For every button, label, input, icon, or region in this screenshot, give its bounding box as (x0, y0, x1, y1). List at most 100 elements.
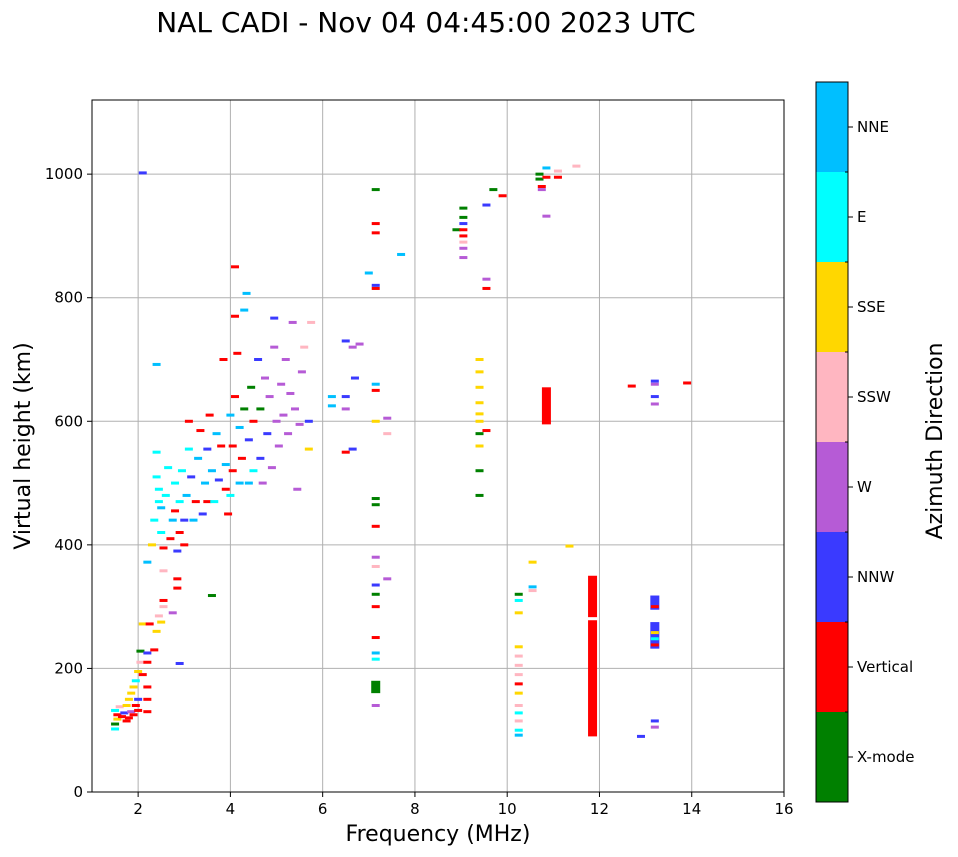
echo-point (371, 283, 380, 287)
echo-point (284, 432, 293, 436)
echo-point (542, 175, 551, 179)
echo-point (650, 637, 659, 641)
echo-point (237, 456, 246, 460)
echo-point (514, 592, 523, 596)
echo-point (113, 717, 122, 721)
echo-point (249, 469, 258, 473)
echo-point (514, 645, 523, 649)
echo-point (187, 475, 196, 479)
echo-point (265, 395, 274, 399)
echo-point (293, 487, 302, 491)
echo-point (136, 660, 145, 664)
echo-point (270, 345, 279, 349)
echo-point (274, 444, 283, 448)
echo-point (459, 222, 468, 226)
echo-point (171, 509, 180, 513)
echo-point (683, 381, 692, 385)
echo-point (304, 447, 313, 451)
echo-point (553, 175, 562, 179)
echo-point (288, 320, 297, 324)
echo-point (371, 555, 380, 559)
echo-point (371, 231, 380, 235)
echo-point (175, 531, 184, 534)
echo-point (157, 506, 166, 510)
echo-point (175, 661, 184, 665)
echo-point (304, 419, 313, 423)
echo-point (371, 657, 380, 661)
echo-point (157, 620, 166, 624)
colorbar-tick-label: E (857, 208, 866, 226)
echo-point (131, 704, 140, 707)
echo-point (514, 673, 523, 677)
echo-point (145, 622, 154, 626)
echo-point (143, 651, 152, 655)
echo-point (482, 286, 491, 290)
echo-segment (588, 620, 598, 737)
echo-point (371, 419, 380, 423)
x-tick-label: 2 (133, 800, 143, 818)
echo-point (210, 500, 219, 504)
echo-point (475, 493, 484, 497)
echo-point (514, 611, 523, 615)
colorbar-tick-label: SSE (857, 298, 886, 316)
echo-point (196, 429, 205, 433)
echo-point (371, 592, 380, 596)
colorbar-tick-label: NNE (857, 118, 889, 136)
y-tick-label: 1000 (45, 165, 83, 183)
data-marks (111, 164, 692, 738)
echo-point (159, 546, 168, 550)
echo-point (150, 648, 159, 652)
echo-segment (588, 575, 598, 618)
echo-point (371, 382, 380, 386)
echo-point (194, 456, 203, 460)
echo-point (226, 413, 235, 417)
echo-point (650, 395, 659, 399)
echo-point (235, 481, 244, 485)
echo-point (240, 308, 249, 312)
echo-point (129, 713, 138, 717)
echo-point (459, 256, 468, 260)
echo-point (191, 500, 200, 504)
echo-point (286, 391, 295, 395)
echo-point (147, 543, 156, 547)
echo-point (371, 605, 380, 609)
echo-point (514, 663, 523, 667)
echo-point (459, 206, 468, 210)
echo-point (152, 450, 161, 454)
echo-point (348, 447, 357, 451)
echo-point (514, 682, 523, 686)
echo-point (514, 691, 523, 695)
colorbar-tick-label: Vertical (857, 658, 913, 676)
echo-point (173, 586, 182, 590)
echo-point (300, 345, 309, 349)
echo-point (514, 598, 523, 602)
echo-point (475, 358, 484, 361)
echo-point (180, 543, 189, 547)
echo-point (565, 544, 574, 548)
echo-point (397, 252, 406, 256)
echo-point (138, 622, 147, 626)
x-tick-label: 6 (318, 800, 328, 818)
colorbar-tick-label: X-mode (857, 748, 914, 766)
echo-point (205, 413, 214, 417)
echo-point (537, 185, 546, 188)
echo-point (228, 469, 237, 473)
echo-point (348, 345, 357, 349)
echo-point (113, 713, 122, 717)
echo-point (452, 228, 461, 232)
echo-point (143, 660, 152, 664)
echo-point (244, 481, 253, 485)
colorbar-tick-label: W (857, 478, 872, 496)
echo-point (231, 395, 240, 399)
echo-point (159, 598, 168, 602)
echo-point (134, 708, 143, 712)
echo-point (514, 733, 523, 737)
colorbar-segment (816, 352, 848, 442)
echo-point (161, 493, 170, 497)
echo-point (459, 215, 468, 219)
echo-point (383, 432, 392, 436)
echo-point (214, 478, 223, 482)
echo-point (258, 481, 267, 485)
echo-point (267, 466, 276, 470)
